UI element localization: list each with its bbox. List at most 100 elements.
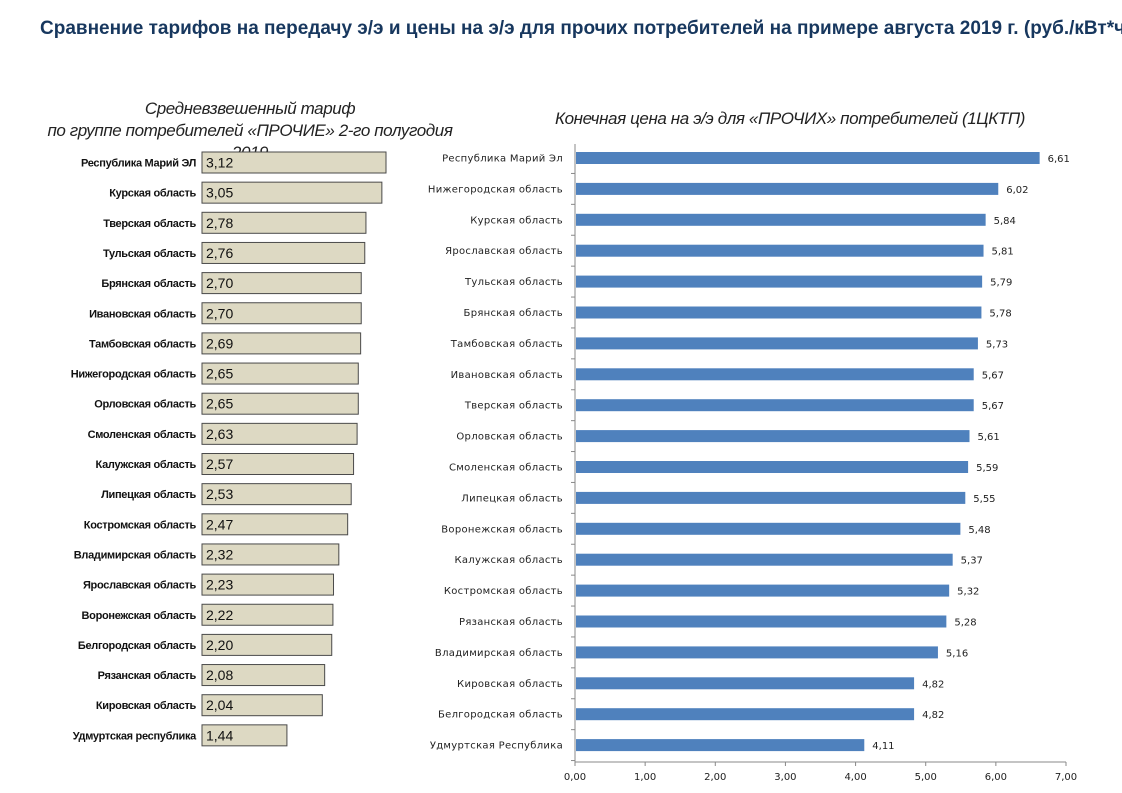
right-category-label: Тульская область — [464, 277, 563, 288]
left-bar — [201, 573, 335, 596]
left-bar — [201, 362, 359, 385]
left-category-label: Кировская область — [96, 700, 197, 712]
right-value-label: 5,61 — [978, 432, 1000, 443]
right-category-label: Рязанская область — [459, 617, 563, 628]
left-bar — [201, 453, 355, 475]
left-bar — [201, 181, 383, 204]
right-value-label: 5,55 — [973, 494, 995, 505]
left-bar — [201, 483, 352, 506]
x-tick-label: 6,00 — [985, 772, 1007, 783]
right-category-label: Смоленская область — [449, 463, 563, 474]
left-value-label: 2,65 — [206, 366, 233, 382]
left-value-label: 2,70 — [206, 275, 233, 291]
left-value-label: 2,63 — [206, 426, 233, 442]
right-bar — [576, 739, 865, 752]
left-category-label: Республика Марий ЭЛ — [81, 158, 196, 170]
right-category-label: Костромская область — [444, 586, 563, 597]
right-value-label: 5,37 — [961, 556, 983, 567]
left-value-label: 1,44 — [206, 727, 233, 743]
left-category-label: Ивановская область — [89, 308, 196, 320]
left-category-label: Тамбовская область — [89, 338, 197, 350]
right-bar — [576, 677, 915, 690]
left-category-label: Орловская область — [94, 399, 196, 411]
left-chart-title-line-1: Средневзвешенный тариф — [144, 99, 356, 118]
left-category-label: Белгородская область — [78, 640, 197, 652]
right-category-label: Нижегородская область — [428, 184, 563, 195]
right-bar — [576, 368, 974, 381]
right-bar — [576, 306, 982, 319]
right-value-label: 4,11 — [872, 741, 894, 752]
right-value-label: 5,73 — [986, 339, 1008, 350]
left-category-label: Нижегородская область — [71, 369, 197, 381]
right-category-label: Тамбовская область — [450, 339, 563, 350]
right-bar — [576, 553, 953, 566]
right-category-label: Калужская область — [454, 555, 563, 566]
left-category-label: Ярославская область — [83, 580, 197, 592]
right-value-label: 4,82 — [922, 710, 944, 721]
right-category-label: Воронежская область — [441, 524, 563, 535]
right-bar — [576, 399, 974, 412]
left-category-label: Владимирская область — [74, 549, 197, 561]
right-category-label: Владимирская область — [435, 648, 563, 659]
left-value-label: 2,47 — [206, 516, 233, 532]
right-chart-title: Конечная цена на э/э для «ПРОЧИХ» потреб… — [554, 109, 1026, 128]
right-category-label: Белгородская область — [438, 710, 563, 721]
x-tick-label: 3,00 — [774, 772, 796, 783]
right-value-label: 5,28 — [954, 618, 976, 629]
left-value-label: 2,04 — [206, 697, 233, 713]
right-bar — [576, 491, 966, 504]
right-category-label: Орловская область — [456, 432, 563, 443]
x-tick-label: 0,00 — [564, 772, 586, 783]
right-value-label: 5,59 — [976, 463, 998, 474]
right-value-label: 5,67 — [982, 401, 1004, 412]
left-bar — [201, 272, 362, 295]
right-value-label: 5,32 — [957, 587, 979, 598]
right-bar — [576, 522, 961, 535]
left-bar — [201, 241, 366, 264]
right-category-label: Брянская область — [464, 308, 563, 319]
right-category-label: Тверская область — [464, 401, 563, 412]
left-bar — [201, 332, 362, 355]
left-bar — [201, 633, 333, 656]
left-value-label: 2,23 — [206, 577, 233, 593]
right-bar — [576, 244, 984, 257]
x-tick-label: 1,00 — [634, 772, 656, 783]
left-value-label: 2,57 — [206, 456, 233, 472]
right-bar — [576, 275, 983, 288]
left-category-label: Воронежская область — [82, 610, 197, 622]
left-value-label: 2,20 — [206, 637, 233, 653]
x-tick-label: 4,00 — [844, 772, 866, 783]
right-category-label: Кировская область — [457, 679, 563, 690]
left-category-label: Курская область — [109, 188, 196, 200]
left-value-label: 2,22 — [206, 607, 233, 623]
right-category-label: Курская область — [470, 215, 563, 226]
right-value-label: 5,84 — [994, 216, 1016, 227]
left-value-label: 2,08 — [206, 667, 233, 683]
right-category-label: Ярославская область — [445, 246, 563, 257]
left-bar — [201, 603, 334, 626]
x-tick-label: 5,00 — [915, 772, 937, 783]
left-value-label: 2,69 — [206, 335, 233, 351]
left-bar — [201, 664, 326, 687]
left-bar — [201, 513, 349, 536]
right-category-label: Липецкая область — [461, 493, 563, 504]
left-value-label: 3,12 — [206, 155, 233, 171]
right-bar — [576, 430, 970, 443]
right-bar — [576, 584, 950, 597]
right-value-label: 5,48 — [968, 525, 990, 536]
x-tick-label: 2,00 — [704, 772, 726, 783]
right-bar — [576, 337, 978, 350]
right-bar — [576, 615, 947, 628]
left-category-label: Рязанская область — [98, 670, 197, 682]
right-value-label: 6,61 — [1048, 154, 1070, 165]
x-tick-label: 7,00 — [1055, 772, 1077, 783]
left-bar — [201, 302, 362, 325]
right-value-label: 5,79 — [990, 278, 1012, 289]
right-value-label: 5,78 — [989, 309, 1011, 320]
right-value-label: 6,02 — [1006, 185, 1028, 196]
right-bar — [576, 708, 915, 721]
left-value-label: 2,76 — [206, 245, 233, 261]
right-value-label: 5,67 — [982, 370, 1004, 381]
